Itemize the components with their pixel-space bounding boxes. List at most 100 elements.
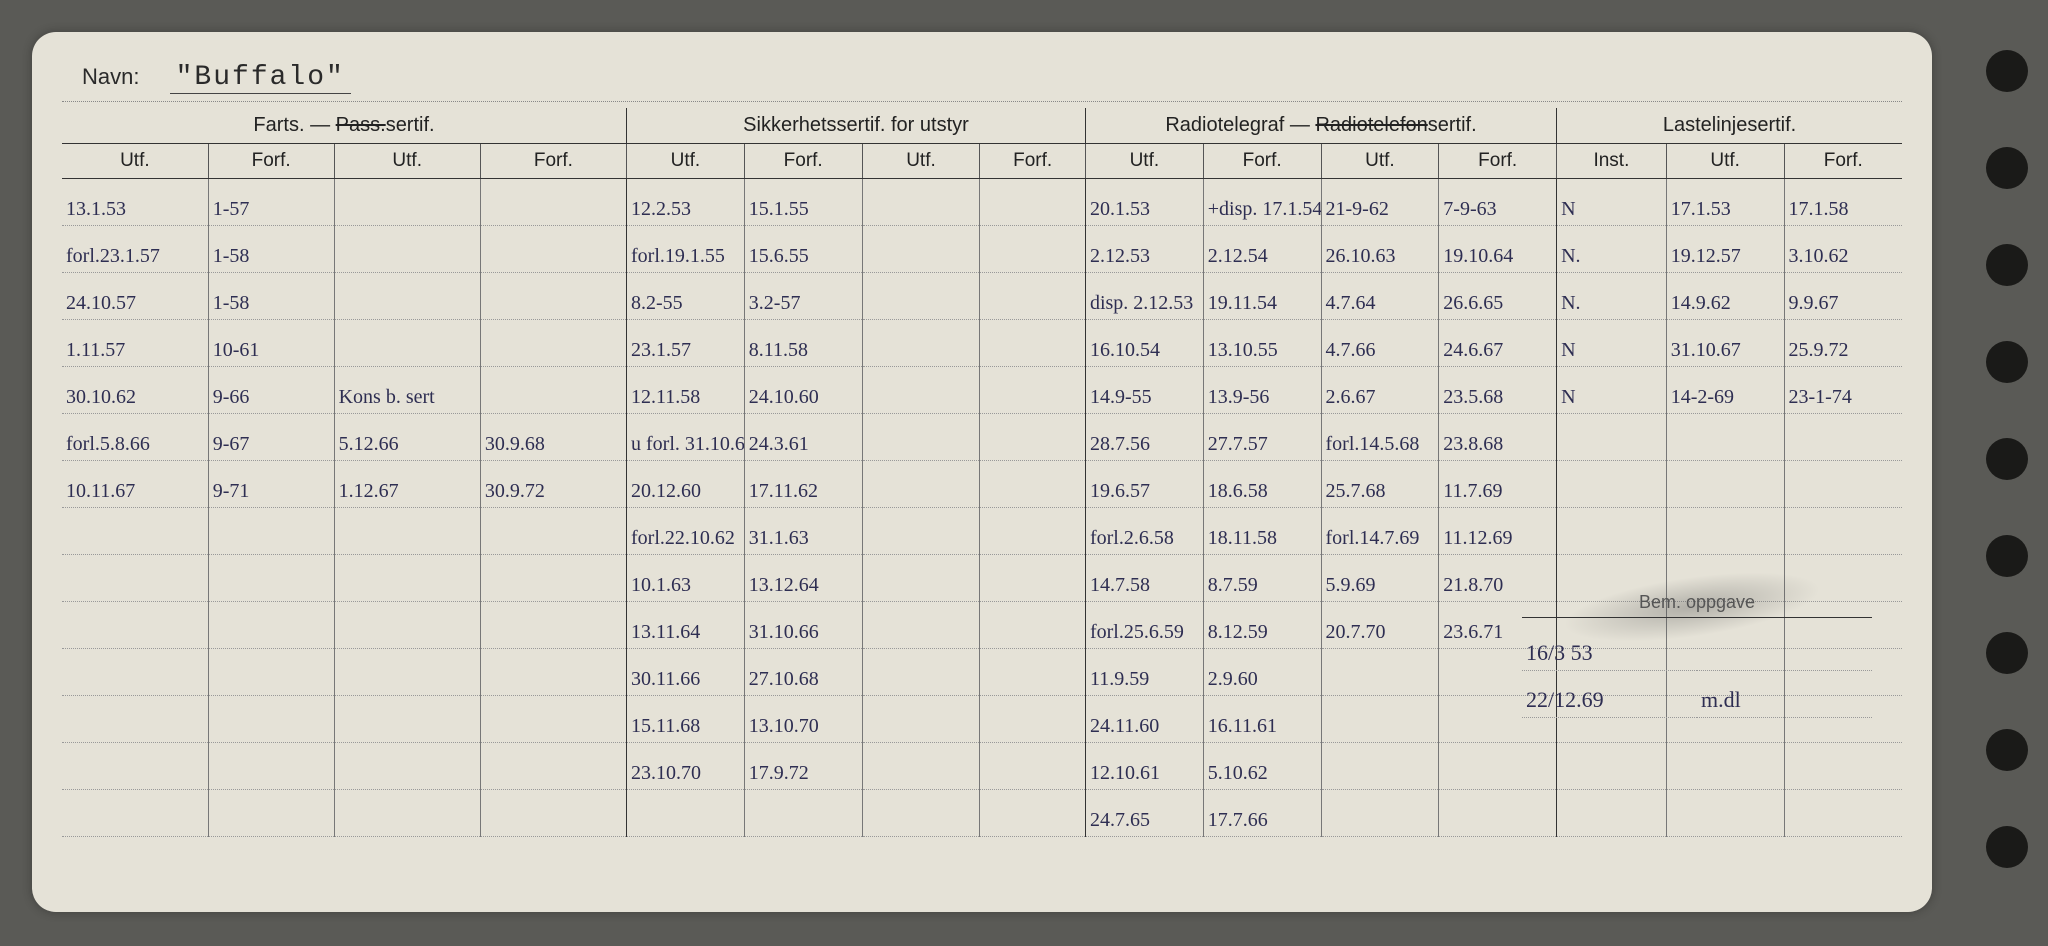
table-row: 24.10.571-588.2-553.2-57disp. 2.12.5319.… <box>62 273 1902 320</box>
h-r-utf1: Utf. <box>1085 144 1203 179</box>
table-row: forl.23.1.571-58forl.19.1.5515.6.552.12.… <box>62 226 1902 273</box>
cell <box>1321 743 1439 790</box>
cell: forl.2.6.58 <box>1085 508 1203 555</box>
h-s-forf2: Forf. <box>980 144 1086 179</box>
cell: forl.14.5.68 <box>1321 414 1439 461</box>
h-s-utf2: Utf. <box>862 144 980 179</box>
cell <box>862 649 980 696</box>
cell: 24.3.61 <box>744 414 862 461</box>
cell: 7-9-63 <box>1439 179 1557 226</box>
cell: 9-67 <box>208 414 334 461</box>
cell: N <box>1557 367 1667 414</box>
cell <box>862 320 980 367</box>
table-row: forl.5.8.669-675.12.6630.9.68u forl. 31.… <box>62 414 1902 461</box>
cell: u forl. 31.10.60 <box>627 414 745 461</box>
cell: 24.11.60 <box>1085 696 1203 743</box>
navn-label: Navn: <box>82 64 139 89</box>
cell: 11.7.69 <box>1439 461 1557 508</box>
hole <box>1986 826 2028 868</box>
cell: 14.9.62 <box>1666 273 1784 320</box>
cell <box>208 790 334 837</box>
pass-strike: Pass. <box>336 114 386 136</box>
cell: 10.11.67 <box>62 461 208 508</box>
cell: 31.10.66 <box>744 602 862 649</box>
cell <box>334 649 480 696</box>
h-f-utf1: Utf. <box>62 144 208 179</box>
cell: 20.1.53 <box>1085 179 1203 226</box>
cell <box>334 273 480 320</box>
cell: forl.22.10.62 <box>627 508 745 555</box>
cell <box>334 743 480 790</box>
cell: 14.9-55 <box>1085 367 1203 414</box>
navn-value: "Buffalo" <box>170 62 351 94</box>
cell: Kons b. sert <box>334 367 480 414</box>
hole <box>1986 147 2028 189</box>
group-radio: Radiotelegraf — Radiotelefonsertif. <box>1085 108 1556 144</box>
cell <box>480 320 626 367</box>
cell: 13.12.64 <box>744 555 862 602</box>
cell <box>208 696 334 743</box>
h-s-forf1: Forf. <box>744 144 862 179</box>
cell: 17.1.58 <box>1784 179 1902 226</box>
cell <box>980 179 1086 226</box>
cell: 24.7.65 <box>1085 790 1203 837</box>
cell <box>334 696 480 743</box>
cell: 18.11.58 <box>1203 508 1321 555</box>
cell: 4.7.66 <box>1321 320 1439 367</box>
cell <box>62 790 208 837</box>
cell: 23.1.57 <box>627 320 745 367</box>
cell: 30.11.66 <box>627 649 745 696</box>
cell: 15.1.55 <box>744 179 862 226</box>
cell <box>980 367 1086 414</box>
cell: 28.7.56 <box>1085 414 1203 461</box>
bem-cell <box>1697 624 1872 671</box>
group-header-row: Farts. — Pass.sertif. Sikkerhetssertif. … <box>62 108 1902 144</box>
cell: 17.11.62 <box>744 461 862 508</box>
cell: 19.10.64 <box>1439 226 1557 273</box>
cell <box>862 555 980 602</box>
navn-row: Navn: "Buffalo" <box>62 52 1902 102</box>
cell: 1-58 <box>208 226 334 273</box>
table-row: 23.10.7017.9.7212.10.615.10.62 <box>62 743 1902 790</box>
cell: 5.10.62 <box>1203 743 1321 790</box>
cell: 26.6.65 <box>1439 273 1557 320</box>
h-f-forf2: Forf. <box>480 144 626 179</box>
cell: 8.11.58 <box>744 320 862 367</box>
cell: 16.10.54 <box>1085 320 1203 367</box>
cell <box>480 179 626 226</box>
cell <box>862 602 980 649</box>
cell <box>980 696 1086 743</box>
cell: 2.12.54 <box>1203 226 1321 273</box>
cell: 27.7.57 <box>1203 414 1321 461</box>
cell <box>480 696 626 743</box>
cell: N. <box>1557 226 1667 273</box>
cell: 1-58 <box>208 273 334 320</box>
group-sikkerhet: Sikkerhetssertif. for utstyr <box>627 108 1086 144</box>
cell <box>1784 508 1902 555</box>
cell: 11.12.69 <box>1439 508 1557 555</box>
cell: 5.9.69 <box>1321 555 1439 602</box>
table-row: 13.1.531-5712.2.5315.1.5520.1.53+disp. 1… <box>62 179 1902 226</box>
cell <box>980 790 1086 837</box>
cell <box>480 273 626 320</box>
cell: 31.10.67 <box>1666 320 1784 367</box>
cell <box>334 179 480 226</box>
cell <box>1784 461 1902 508</box>
certificate-table: Farts. — Pass.sertif. Sikkerhetssertif. … <box>62 108 1902 837</box>
cell <box>980 414 1086 461</box>
cell <box>1666 461 1784 508</box>
cell <box>980 555 1086 602</box>
cell: 9.9.67 <box>1784 273 1902 320</box>
cell: 23-1-74 <box>1784 367 1902 414</box>
cell: 2.6.67 <box>1321 367 1439 414</box>
cell <box>862 367 980 414</box>
cell: 1.12.67 <box>334 461 480 508</box>
cell: 17.9.72 <box>744 743 862 790</box>
cell <box>1321 649 1439 696</box>
cell <box>62 743 208 790</box>
cell: 19.6.57 <box>1085 461 1203 508</box>
cell <box>980 226 1086 273</box>
cell <box>334 555 480 602</box>
cell: 18.6.58 <box>1203 461 1321 508</box>
cell: disp. 2.12.53 <box>1085 273 1203 320</box>
